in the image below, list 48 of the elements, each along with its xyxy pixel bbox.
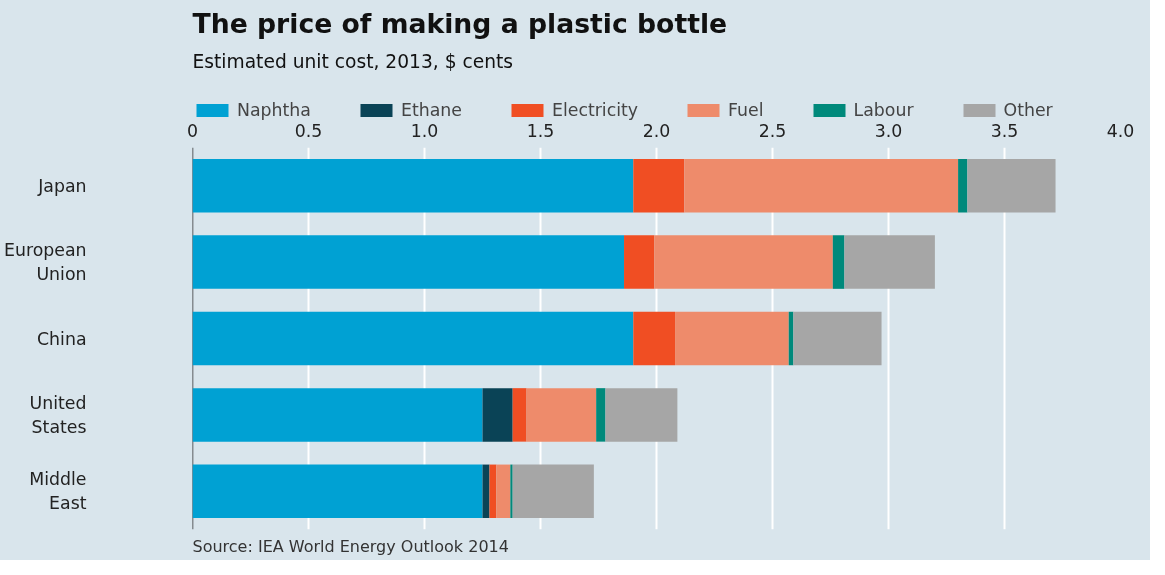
x-tick-label: 2.5 [758,120,787,141]
bar [192,388,483,442]
bar [832,235,845,289]
bar [526,388,597,442]
chart-subtitle: Estimated unit cost, 2013, $ cents [192,50,514,72]
x-tick-label: 4.0 [1106,120,1135,141]
bar [624,235,655,289]
bar [512,464,594,519]
bar [482,388,513,442]
bar [496,464,511,519]
bar [512,388,527,442]
x-tick-label: 2.0 [642,120,671,141]
legend-label: Naphtha [237,100,311,120]
x-tick-label: 0.5 [294,120,323,141]
x-tick-label: 1.5 [526,120,555,141]
bar [596,388,606,442]
bar [192,235,625,289]
x-tick-label: 3.5 [990,120,1019,141]
bar [489,464,497,519]
bar [633,158,685,213]
legend-label: Fuel [728,100,764,120]
bar [684,158,959,213]
bar [510,464,513,519]
bar [793,311,882,366]
x-tick-label: 0 [186,120,199,141]
y-tick-label: European Union [3,240,87,285]
legend-label: Labour [853,100,914,120]
bar [605,388,678,442]
bar [633,311,676,366]
x-tick-label: 1.0 [410,120,439,141]
legend-label: Ethane [400,100,462,120]
legend-label: Electricity [551,100,639,120]
bar [192,311,634,366]
bar [192,464,483,519]
y-tick-label: Middle East [29,469,87,514]
bar [654,235,833,289]
chart-title: The price of making a plastic bottle [192,7,728,39]
bar [958,158,968,213]
bar [675,311,789,366]
bar [967,158,1056,213]
y-tick-label: China [37,328,87,349]
y-tick-label: Japan [37,175,87,196]
x-tick-label: 3.0 [874,120,903,141]
bar [192,158,634,213]
source-note: Source: IEA World Energy Outlook 2014 [192,536,509,556]
y-tick-label: United States [29,392,87,437]
legend-label: Other [1003,100,1053,120]
bar [844,235,935,289]
